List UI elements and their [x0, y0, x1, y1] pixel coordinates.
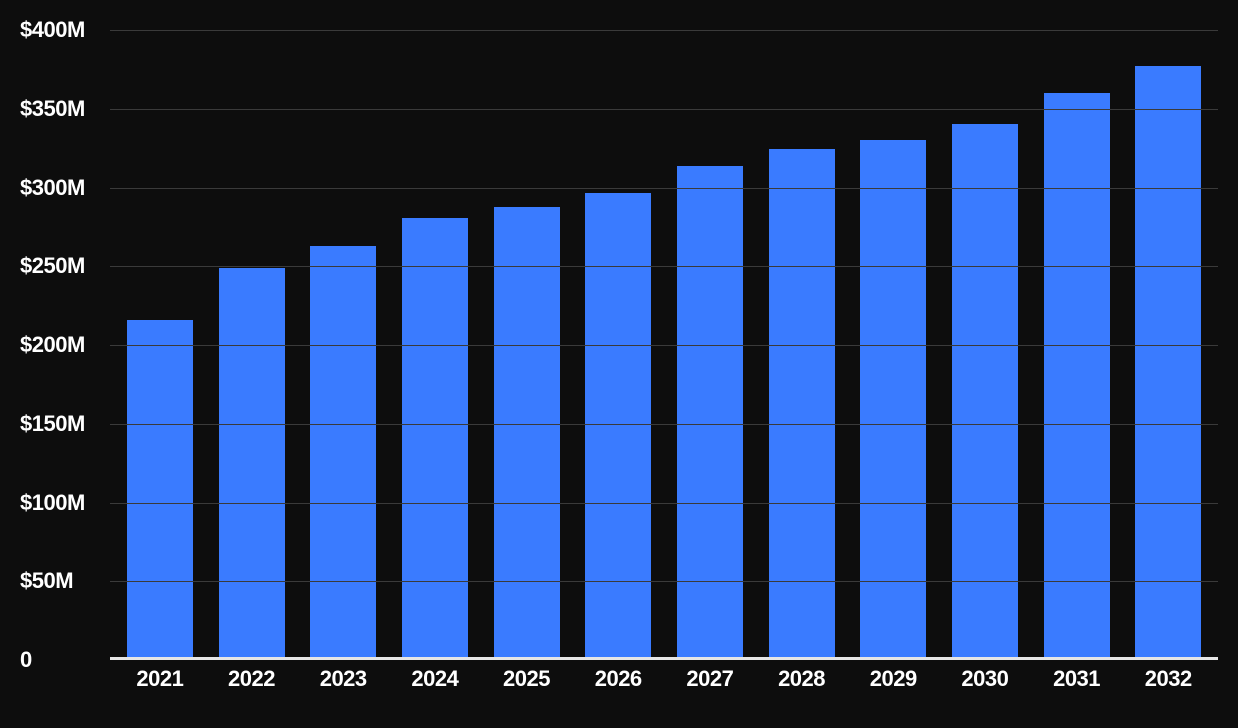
x-tick-label: 2025 — [481, 666, 573, 692]
x-tick-label: 2024 — [389, 666, 481, 692]
y-tick-label: $200M — [20, 332, 105, 358]
x-tick-label: 2032 — [1122, 666, 1214, 692]
bar — [1135, 66, 1201, 657]
bar — [494, 207, 560, 657]
bar-slot — [1031, 30, 1123, 657]
y-tick-label: $400M — [20, 17, 105, 43]
x-tick-label: 2022 — [206, 666, 298, 692]
bar — [677, 166, 743, 657]
x-tick-label: 2028 — [756, 666, 848, 692]
x-tick-label: 2026 — [572, 666, 664, 692]
plot-area — [110, 30, 1218, 660]
y-tick-label: $350M — [20, 96, 105, 122]
x-axis-labels: 2021202220232024202520262027202820292030… — [110, 666, 1218, 692]
bars-row — [110, 30, 1218, 657]
bar-slot — [297, 30, 389, 657]
bar — [219, 268, 285, 657]
y-tick-label: $250M — [20, 253, 105, 279]
bar-slot — [572, 30, 664, 657]
y-tick-label: $50M — [20, 568, 105, 594]
bar-slot — [481, 30, 573, 657]
gridline — [110, 30, 1218, 31]
gridline — [110, 188, 1218, 189]
bar — [952, 124, 1018, 657]
bar-slot — [389, 30, 481, 657]
bar — [402, 218, 468, 657]
bar-slot — [664, 30, 756, 657]
bar-slot — [206, 30, 298, 657]
bar — [860, 140, 926, 657]
bar-slot — [114, 30, 206, 657]
x-tick-label: 2029 — [847, 666, 939, 692]
gridline — [110, 345, 1218, 346]
gridline — [110, 581, 1218, 582]
bar — [585, 193, 651, 657]
x-tick-label: 2030 — [939, 666, 1031, 692]
bar-slot — [847, 30, 939, 657]
gridline — [110, 266, 1218, 267]
gridline — [110, 424, 1218, 425]
bar-slot — [1122, 30, 1214, 657]
x-tick-label: 2031 — [1031, 666, 1123, 692]
bar — [127, 320, 193, 657]
bar-chart: 2021202220232024202520262027202820292030… — [20, 10, 1220, 690]
y-tick-label: $100M — [20, 490, 105, 516]
bar-slot — [939, 30, 1031, 657]
bar — [310, 246, 376, 657]
bar — [1044, 93, 1110, 657]
x-tick-label: 2021 — [114, 666, 206, 692]
y-tick-label: $300M — [20, 175, 105, 201]
bar-slot — [756, 30, 848, 657]
x-tick-label: 2027 — [664, 666, 756, 692]
x-tick-label: 2023 — [297, 666, 389, 692]
gridline — [110, 503, 1218, 504]
y-tick-label: $150M — [20, 411, 105, 437]
y-tick-label: 0 — [20, 647, 105, 673]
gridline — [110, 109, 1218, 110]
